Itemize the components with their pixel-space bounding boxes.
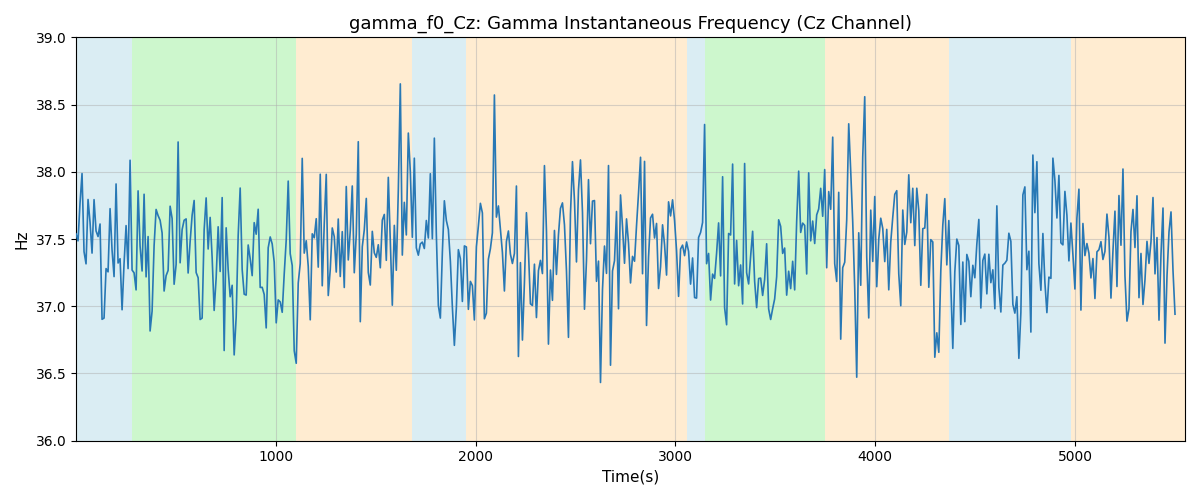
Bar	[1072, 38, 1186, 440]
Bar	[132, 38, 296, 440]
Bar	[949, 38, 1072, 440]
Bar	[296, 38, 412, 440]
Y-axis label: Hz: Hz	[14, 230, 30, 249]
Bar	[466, 38, 688, 440]
Bar	[826, 38, 949, 440]
Bar	[412, 38, 466, 440]
Bar	[688, 38, 706, 440]
Bar	[76, 38, 132, 440]
Title: gamma_f0_Cz: Gamma Instantaneous Frequency (Cz Channel): gamma_f0_Cz: Gamma Instantaneous Frequen…	[349, 15, 912, 34]
X-axis label: Time(s): Time(s)	[602, 470, 659, 485]
Bar	[706, 38, 826, 440]
